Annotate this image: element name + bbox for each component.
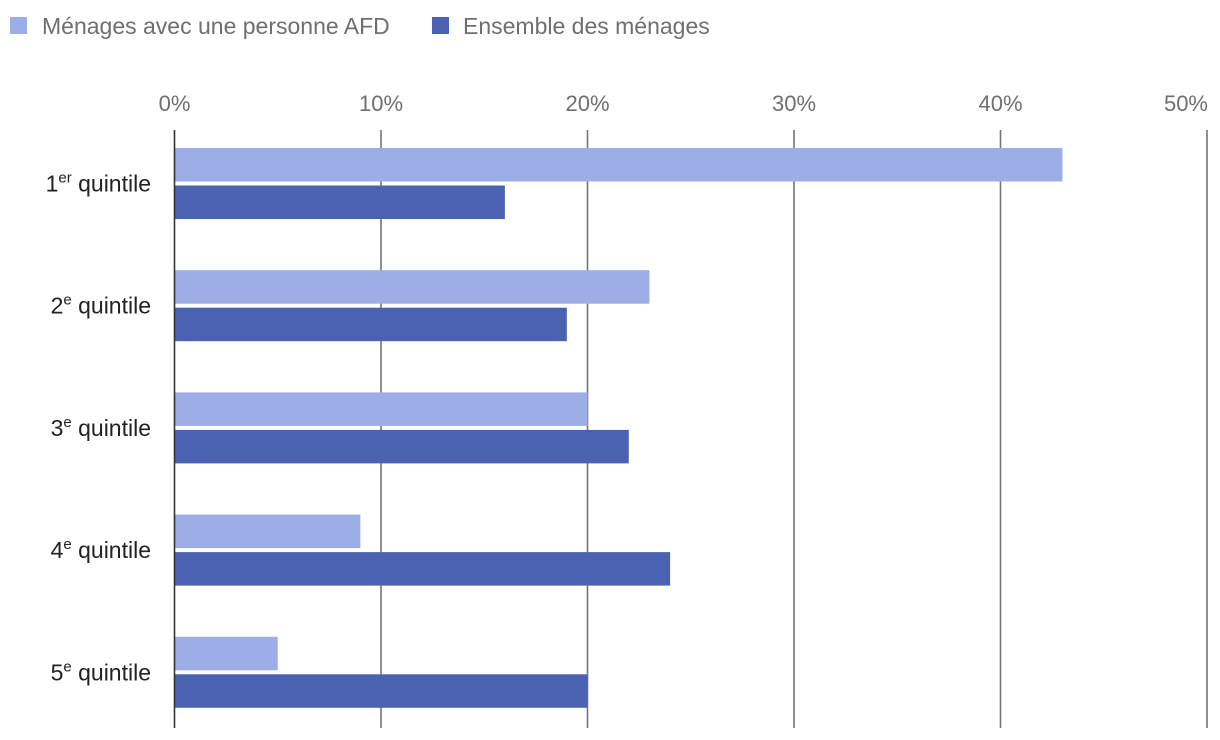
legend-label-afd: Ménages avec une personne AFD [42,13,390,39]
category-label-q4: 4e quintile [51,536,151,563]
bars [174,148,1063,708]
bar-afd-q1 [174,148,1063,182]
bar-all-q4 [174,552,671,586]
legend-swatch-afd [10,17,27,34]
x-axis-ticks: 0% 10% 20% 30% 40% 50% [159,91,1208,116]
category-label-text: quintile [72,415,151,441]
tick-label-0: 0% [159,91,191,116]
tick-label-20: 20% [565,91,609,116]
bar-afd-q2 [174,270,650,304]
category-label-number: 4 [51,537,64,563]
tick-label-30: 30% [772,91,816,116]
bar-all-q1 [174,185,505,219]
tick-label-10: 10% [359,91,403,116]
category-label-q2: 2e quintile [51,292,151,319]
category-label-number: 2 [51,293,64,319]
legend-label-all: Ensemble des ménages [463,13,710,39]
category-label-superscript: e [63,292,71,309]
category-label-number: 5 [51,659,64,685]
category-label-superscript: er [58,170,71,187]
category-label-q1: 1er quintile [46,170,151,197]
category-label-q5: 5e quintile [51,658,151,685]
gridlines [380,130,1208,728]
category-label-superscript: e [63,414,71,431]
legend: Ménages avec une personne AFD Ensemble d… [10,13,710,39]
bar-all-q2 [174,307,567,342]
bar-all-q5 [174,674,588,708]
category-label-superscript: e [63,658,71,675]
category-label-text: quintile [72,293,151,319]
category-label-q3: 3e quintile [51,414,151,441]
tick-label-40: 40% [978,91,1022,116]
legend-swatch-all [432,17,449,34]
category-label-superscript: e [63,536,71,553]
category-label-text: quintile [72,171,151,197]
bar-afd-q5 [174,636,278,671]
category-label-text: quintile [72,659,151,685]
category-label-number: 1 [46,171,59,197]
category-label-text: quintile [72,537,151,563]
bar-all-q3 [174,429,629,464]
bar-afd-q4 [174,514,361,549]
bar-afd-q3 [174,392,588,426]
category-label-number: 3 [51,415,64,441]
tick-label-50: 50% [1164,91,1208,116]
